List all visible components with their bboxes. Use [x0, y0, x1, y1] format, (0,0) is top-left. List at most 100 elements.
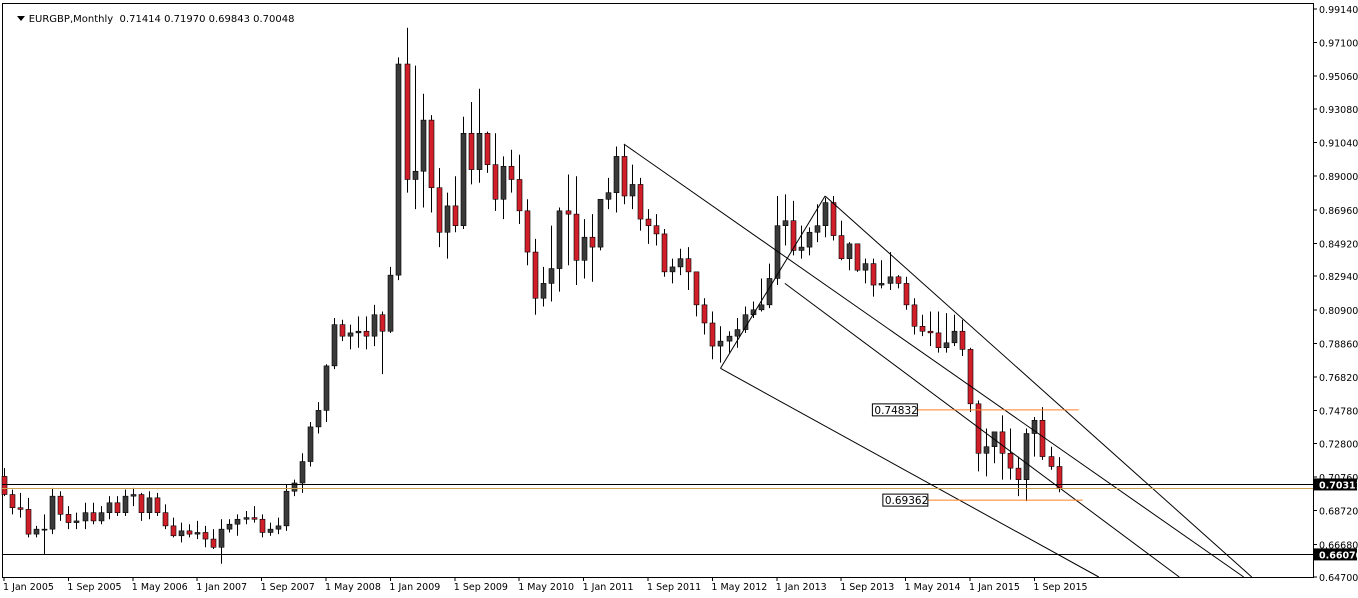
bear-candle-body [838, 235, 845, 259]
bull-candle-body [734, 329, 741, 337]
bear-candle-body [790, 220, 797, 251]
candle [1048, 446, 1055, 470]
candle [1031, 417, 1038, 457]
candle [548, 225, 555, 302]
bull-candle-body [822, 202, 829, 226]
bull-candle-body [548, 268, 555, 284]
candle [90, 502, 97, 525]
price-tag-bg [1314, 478, 1357, 491]
bear-candle-body [701, 304, 708, 324]
bear-candle-body [999, 431, 1006, 454]
candle [404, 27, 411, 193]
bull-candle-body [243, 517, 250, 520]
candle [202, 525, 209, 548]
channel-line-lower[interactable] [720, 367, 1100, 578]
x-tick-label: 1 Sep 2013 [840, 582, 894, 593]
bull-candle-body [983, 446, 990, 454]
bear-candle-body [468, 133, 475, 170]
bull-candle-body [814, 225, 821, 233]
candle [556, 207, 563, 292]
bear-candle-body [436, 187, 443, 233]
candle [492, 133, 499, 211]
candle [9, 489, 16, 515]
candle [259, 514, 266, 538]
candle [73, 512, 80, 530]
candle [484, 131, 491, 173]
candle [693, 271, 700, 317]
candle [49, 487, 56, 535]
bear-candle-body [967, 349, 974, 405]
candle [331, 318, 338, 370]
candle [186, 524, 193, 538]
bull-candle-body [33, 528, 40, 535]
bull-candle-body [717, 340, 724, 347]
bear-candle-body [653, 225, 660, 235]
candle [758, 278, 765, 312]
bull-candle-body [540, 283, 547, 299]
candle [814, 204, 821, 243]
bull-candle-body [291, 482, 298, 492]
bull-candle-body [862, 263, 869, 271]
timeframe-label: Monthly [73, 14, 114, 25]
candle [653, 214, 660, 246]
x-tick-label: 1 May 2010 [518, 582, 574, 593]
candle [975, 400, 982, 472]
y-tick-label: 0.74780 [1319, 407, 1358, 418]
channel-line-upper[interactable] [623, 143, 1244, 578]
y-tick-label: 0.76820 [1319, 373, 1358, 384]
candle [862, 258, 869, 284]
bull-candle-body [307, 426, 314, 462]
x-tick-label: 1 Jan 2007 [196, 582, 247, 593]
candle [315, 402, 322, 434]
bear-candle-body [210, 538, 217, 548]
bear-candle-body [379, 314, 386, 332]
candle [267, 522, 274, 536]
bull-candle-body [943, 342, 950, 349]
bear-candle-body [645, 218, 652, 226]
bear-candle-body [259, 518, 266, 533]
bull-candle-body [758, 304, 765, 311]
channel-line-right[interactable] [824, 195, 1253, 578]
bull-candle-body [951, 330, 958, 344]
bull-candle-body [387, 274, 394, 332]
bull-candle-body [49, 495, 56, 530]
bull-candle-body [887, 276, 894, 284]
y-tick-label: 0.86960 [1319, 206, 1358, 217]
pitchfork-handle[interactable] [720, 195, 826, 369]
candle [65, 506, 72, 530]
candle [524, 199, 531, 266]
x-tick-label: 1 Jan 2013 [776, 582, 827, 593]
bear-candle-body [162, 512, 169, 527]
bull-candle-body [395, 63, 402, 276]
bull-candle-body [412, 170, 419, 180]
candle [565, 174, 572, 266]
candle [154, 492, 161, 516]
candle [347, 324, 354, 350]
bear-candle-body [573, 213, 580, 261]
collapse-triangle-icon[interactable] [16, 16, 25, 21]
channel-line-middle[interactable] [784, 283, 1180, 578]
bull-candle-body [581, 236, 588, 261]
candle [412, 65, 419, 210]
y-tick-label: 0.89000 [1319, 172, 1358, 183]
bear-candle-body [661, 233, 668, 273]
bull-candle-body [605, 192, 612, 200]
x-tick-label: 1 Sep 2009 [454, 582, 508, 593]
bear-candle-body [919, 325, 926, 332]
bear-candle-body [186, 530, 193, 535]
y-tick-label: 0.68720 [1319, 507, 1358, 518]
candle [371, 304, 378, 347]
bull-candle-body [806, 231, 813, 248]
x-tick-label: 1 Sep 2007 [261, 582, 315, 593]
candle [122, 489, 129, 516]
level-low-label-frame [882, 493, 929, 507]
level-high-label-frame [871, 403, 918, 417]
bull-candle-body [556, 210, 563, 269]
candle [138, 492, 145, 521]
bull-candle-body [299, 461, 306, 484]
bear-candle-body [17, 507, 24, 510]
candle [1015, 456, 1022, 497]
candle [178, 522, 185, 543]
